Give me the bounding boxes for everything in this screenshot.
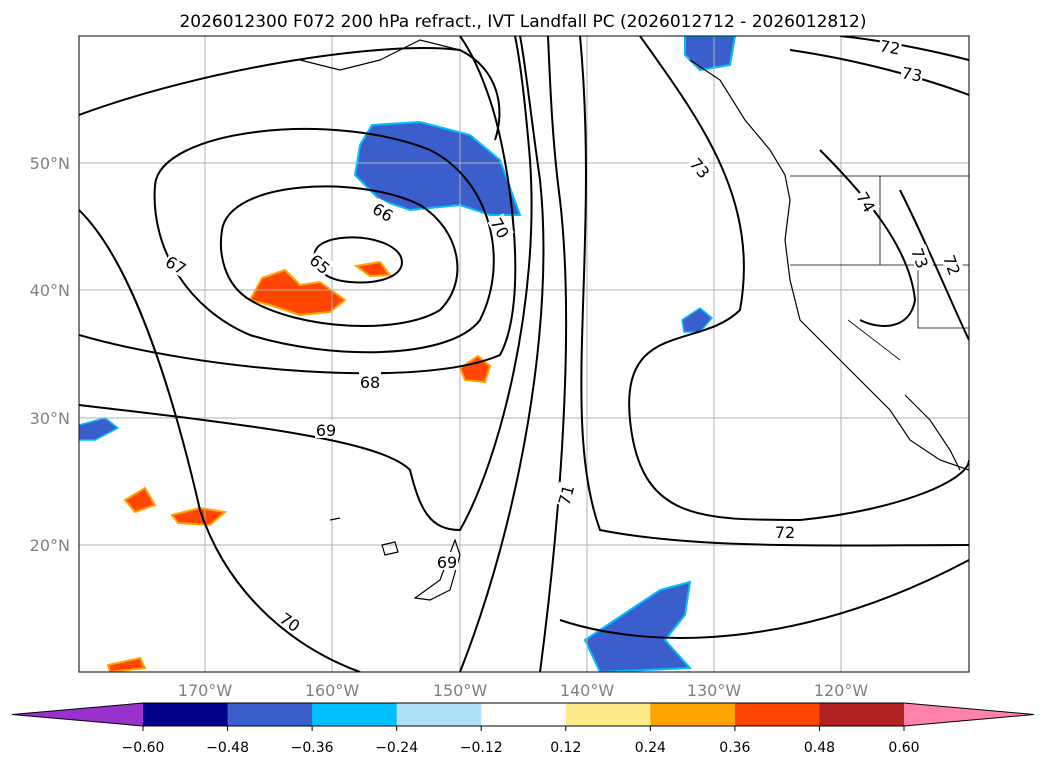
colorbar-segment [650, 703, 736, 726]
alaska-coastline [299, 39, 461, 71]
contour-73 [628, 36, 969, 522]
contour-label-background [436, 552, 458, 570]
latitude-label: 50°N [30, 154, 70, 173]
contour-67 [153, 127, 495, 354]
latitude-label: 40°N [30, 281, 70, 300]
longitude-label: 170°W [178, 681, 233, 700]
positive-anomaly-region [170, 506, 228, 527]
baja-coastline [904, 394, 961, 471]
contour-label-background [899, 62, 925, 84]
contour-label: 73 [900, 63, 923, 85]
colorbar-tick-label: 0.12 [550, 740, 581, 756]
colorbar-segment [143, 703, 229, 726]
colorbar-segment [312, 703, 398, 726]
contour-71 [539, 36, 568, 672]
longitude-label: 140°W [560, 681, 615, 700]
contour-66 [219, 185, 459, 327]
colorbar-segment [396, 703, 482, 726]
contour-label: 72 [775, 523, 795, 542]
us-state-borders [790, 175, 969, 361]
positive-anomaly-region [106, 656, 147, 672]
contour-72 [579, 36, 969, 547]
contour-label: 68 [360, 373, 380, 392]
contour-label-background [369, 197, 398, 225]
negative-anomaly-region [681, 307, 714, 333]
figure-title: 2026012300 F072 200 hPa refract., IVT La… [179, 12, 866, 32]
contour-73-north [789, 49, 969, 96]
contour-label-background [487, 213, 515, 242]
colorbar-tick-label: −0.36 [291, 740, 334, 756]
contour-70-east [459, 36, 545, 672]
coastlines [299, 39, 969, 601]
contour-68-upper [79, 47, 501, 141]
contour-72-south [559, 559, 969, 639]
colorbar-extend-low [12, 703, 143, 726]
colorbar-tick-label: −0.48 [206, 740, 249, 756]
colorbar-segment [565, 703, 651, 726]
colorbar: −0.60 −0.48 −0.36 −0.24 −0.12 0.12 0.24 0.36 0.4… [11, 702, 1035, 756]
colorbar-tick-label: 0.48 [804, 740, 835, 756]
positive-anomaly-region [458, 354, 492, 384]
longitude-label: 120°W [814, 681, 869, 700]
contour-label: 69 [316, 421, 336, 440]
contour-label: 69 [437, 553, 457, 572]
colorbar-tick-label: 0.36 [719, 740, 750, 756]
latitude-label: 30°N [30, 409, 70, 428]
contour-74 [819, 149, 917, 327]
hawaii-islands [329, 517, 461, 601]
negative-anomaly-region [684, 36, 737, 72]
contour-label-background [774, 522, 796, 540]
contour-label-background [315, 420, 337, 438]
longitude-label: 160°W [305, 681, 360, 700]
contour-label-background [276, 607, 305, 635]
colorbar-segment [819, 703, 905, 726]
longitude-label: 150°W [433, 681, 488, 700]
colorbar-tick-label: 0.60 [888, 740, 919, 756]
contour-label-background [908, 244, 934, 272]
contour-68 [79, 36, 517, 375]
positive-anomaly-region [353, 260, 392, 278]
longitude-label: 130°W [687, 681, 742, 700]
height-contours [79, 36, 969, 672]
negative-anomaly-region [79, 417, 120, 441]
negative-anomaly-region [583, 580, 693, 672]
axis-labels: 170°W 160°W 150°W 140°W 130°W 120°W 50°N 40°N 30… [30, 154, 869, 700]
colorbar-tick-label: 0.24 [635, 740, 666, 756]
contour-72-north [839, 36, 969, 61]
contour-label-background [162, 250, 191, 278]
colorbar-segment [481, 703, 567, 726]
latitude-label: 20°N [30, 536, 70, 555]
colorbar-tick-label: −0.24 [375, 740, 418, 756]
contour-69 [79, 36, 533, 532]
contour-73-east [899, 189, 969, 341]
contour-label-background [686, 153, 715, 182]
colorbar-extend-high [904, 703, 1034, 726]
contour-70-west [79, 209, 361, 672]
colorbar-segment [734, 703, 820, 726]
positive-anomaly-region [123, 486, 157, 514]
contour-label-background [940, 251, 966, 279]
contour-label: 71 [555, 483, 579, 508]
contour-label-background [553, 481, 577, 508]
contour-65 [313, 236, 403, 284]
contour-label-background [359, 372, 381, 390]
colorbar-tick-label: −0.12 [460, 740, 503, 756]
north-america-coastline [689, 59, 969, 471]
negative-anomaly-region [353, 120, 522, 216]
contour-label-background [853, 187, 881, 216]
colorbar-segment [227, 703, 313, 726]
colorbar-tick-label: −0.60 [122, 740, 165, 756]
shaded-regions [79, 36, 737, 672]
contour-label-background [877, 36, 903, 57]
contour-label: 72 [878, 36, 901, 58]
contour-label-background [306, 249, 335, 278]
